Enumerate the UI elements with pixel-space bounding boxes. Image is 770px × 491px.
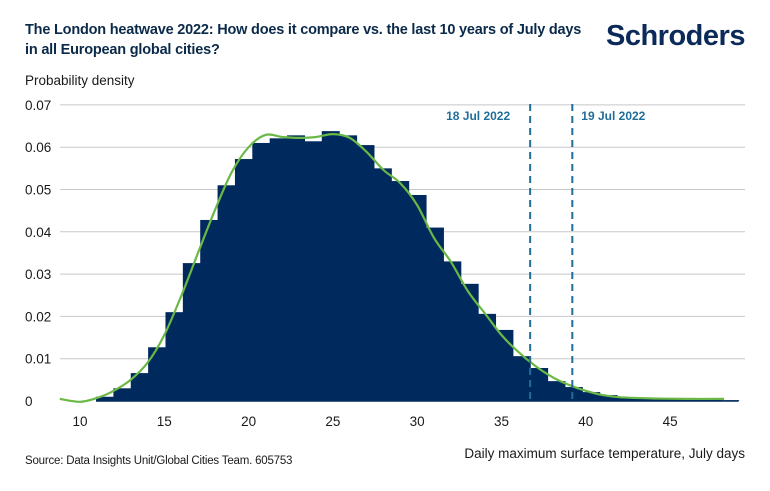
x-tick-labels: 10 15 20 25 30 35 40 45 — [72, 414, 677, 429]
y-tick-label: 0 — [25, 394, 33, 409]
histogram-bar — [287, 135, 306, 401]
histogram-bar — [425, 227, 444, 401]
histogram-bar — [165, 312, 184, 401]
histogram-bar — [269, 138, 288, 401]
histogram-bar — [669, 399, 688, 401]
y-tick-label: 0.05 — [25, 183, 51, 198]
y-tick-labels: 0 0.01 0.02 0.03 0.04 0.05 0.06 0.07 — [25, 98, 52, 409]
histogram-bar — [373, 168, 392, 401]
x-tick-label: 25 — [325, 414, 340, 429]
histogram-bar — [217, 185, 236, 401]
x-tick-label: 35 — [494, 414, 509, 429]
x-tick-label: 15 — [157, 414, 172, 429]
annotation-label: 19 Jul 2022 — [581, 109, 645, 123]
histogram-bar — [321, 131, 340, 401]
density-fit — [59, 132, 725, 403]
histogram-bar — [356, 145, 375, 401]
chart-title-line-2: in all European global cities? — [25, 42, 220, 58]
chart-title-line-1: The London heatwave 2022: How does it co… — [25, 22, 582, 38]
histogram-bar — [478, 313, 497, 401]
histogram-bar — [443, 261, 462, 401]
density-fit-line — [59, 132, 725, 403]
x-tick-label: 10 — [72, 414, 87, 429]
histogram-bar — [130, 373, 149, 401]
histogram-bar — [113, 388, 132, 401]
histogram-bar — [148, 347, 167, 401]
histogram-bar — [616, 397, 635, 401]
y-tick-label: 0.01 — [25, 352, 51, 367]
histogram-bar — [582, 392, 601, 401]
histogram-bar — [391, 181, 410, 401]
histogram-bar — [495, 329, 514, 401]
y-tick-label: 0.03 — [25, 267, 51, 282]
histogram-bar — [234, 159, 253, 401]
x-axis-label: Daily maximum surface temperature, July … — [464, 446, 745, 461]
histogram-bar — [530, 368, 549, 401]
y-tick-label: 0.04 — [25, 225, 52, 240]
histogram-bar — [182, 263, 201, 401]
chart-title: The London heatwave 2022: How does it co… — [25, 20, 595, 60]
schroders-logo: Schroders — [606, 20, 745, 52]
histogram-bar — [634, 398, 653, 401]
histogram-bar — [252, 142, 271, 401]
histogram-bar — [564, 387, 583, 401]
x-tick-label: 30 — [410, 414, 425, 429]
x-tick-label: 40 — [578, 414, 593, 429]
y-axis-label: Probability density — [25, 73, 135, 88]
histogram-bar — [339, 135, 358, 401]
histogram-bar — [200, 219, 219, 401]
histogram-bar — [96, 396, 114, 401]
x-tick-label: 45 — [663, 414, 678, 429]
histogram-bars — [96, 131, 740, 402]
y-tick-label: 0.06 — [25, 140, 51, 155]
source-note: Source: Data Insights Unit/Global Cities… — [25, 455, 293, 467]
annotations: 18 Jul 2022 19 Jul 2022 — [446, 104, 646, 401]
x-tick-label: 20 — [241, 414, 256, 429]
histogram-bar — [408, 194, 427, 401]
y-tick-label: 0.07 — [25, 98, 51, 113]
histogram-bar — [599, 395, 618, 401]
histogram-bar — [512, 356, 531, 401]
histogram-bar — [547, 381, 566, 401]
histogram-bar — [651, 398, 670, 401]
histogram-bar — [460, 283, 479, 401]
y-tick-label: 0.02 — [25, 309, 51, 324]
histogram-bar — [304, 141, 323, 401]
annotation-label: 18 Jul 2022 — [446, 109, 510, 123]
